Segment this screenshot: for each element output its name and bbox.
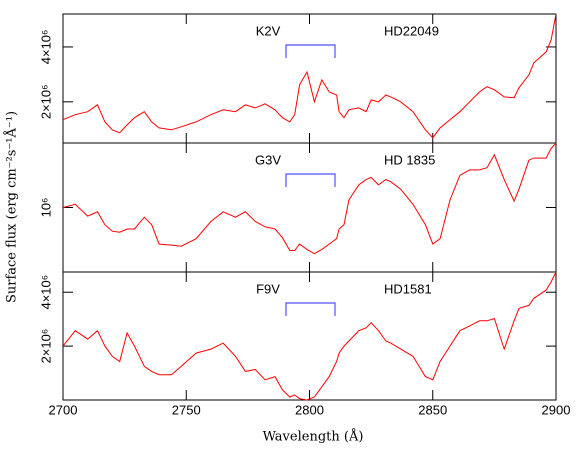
y-tick-label: 2×10⁶ <box>38 85 53 120</box>
line-bracket <box>285 173 336 187</box>
panel-frame <box>62 142 557 273</box>
x-axis-label: Wavelength (Å) <box>263 429 364 445</box>
star-name: HD 1835 <box>384 152 435 167</box>
line-bracket <box>285 44 336 58</box>
x-tick-label: 2850 <box>418 402 447 417</box>
x-tick-label: 2700 <box>49 402 78 417</box>
line-bracket <box>285 302 336 316</box>
star-name: HD1581 <box>384 281 432 296</box>
panel-frame <box>62 271 557 401</box>
spectrum-line <box>62 271 557 401</box>
spectrum-line <box>62 13 557 139</box>
x-tick-label: 2900 <box>542 402 571 417</box>
y-tick-label: 2×10⁶ <box>38 329 53 364</box>
spectrum-line <box>62 142 557 255</box>
y-tick-label: 4×10⁶ <box>38 30 53 65</box>
y-axis-label: Surface flux (erg cm⁻²s⁻¹Å⁻¹) <box>4 111 20 303</box>
spectral-type: K2V <box>256 23 281 38</box>
y-tick-label: 4×10⁶ <box>38 275 53 310</box>
x-tick-label: 2750 <box>172 402 201 417</box>
x-tick-label: 2800 <box>295 402 324 417</box>
spectral-type: F9V <box>256 281 280 296</box>
y-tick-label: 10⁶ <box>38 198 53 218</box>
spectral-type: G3V <box>255 152 281 167</box>
star-name: HD22049 <box>384 23 439 38</box>
panel-frame <box>62 13 557 144</box>
